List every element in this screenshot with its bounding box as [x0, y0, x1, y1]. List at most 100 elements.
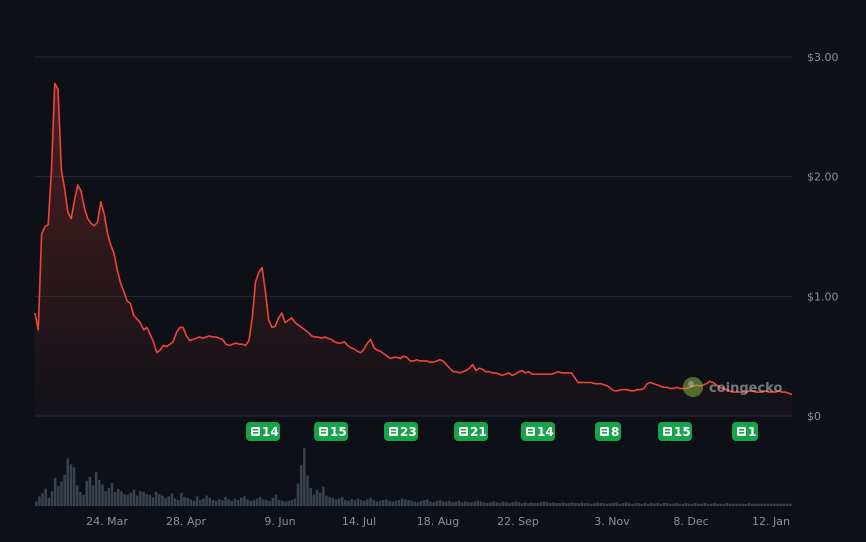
volume-bar: [66, 458, 70, 506]
volume-bar: [378, 500, 382, 506]
volume-bar: [249, 500, 252, 506]
volume-bar: [722, 503, 726, 506]
volume-bar: [113, 491, 117, 506]
volume-bar: [621, 503, 625, 506]
volume-bar: [508, 503, 511, 506]
volume-bar: [132, 489, 136, 506]
volume-bar: [224, 497, 227, 506]
volume-bar: [318, 492, 322, 506]
volume-bar: [419, 500, 423, 506]
volume-bar: [44, 488, 47, 506]
volume-bar: [489, 502, 492, 506]
volume-bar: [385, 499, 388, 506]
volume-bar: [609, 503, 612, 506]
volume-bar: [665, 503, 669, 506]
volume-bar: [375, 501, 379, 506]
volume-bar: [356, 498, 360, 506]
volume-bar: [448, 500, 451, 506]
volume-bar: [757, 503, 760, 506]
volume-bar: [754, 503, 757, 506]
y-tick-label: $3.00: [807, 51, 839, 64]
volume-bar: [230, 500, 234, 506]
event-badge[interactable]: 23: [384, 422, 418, 441]
coingecko-logo-eye-icon: [688, 381, 694, 387]
volume-bar: [643, 503, 647, 506]
volume-bar: [435, 500, 439, 506]
volume-bar: [504, 502, 508, 506]
event-badge-bg: [521, 422, 555, 441]
volume-bar: [678, 503, 681, 506]
event-badge[interactable]: 21: [454, 422, 488, 441]
event-badge[interactable]: 1: [732, 422, 758, 441]
volume-bar: [555, 503, 558, 506]
x-tick-label: 24. Mar: [86, 515, 128, 528]
volume-bar: [460, 502, 464, 506]
volume-bar: [473, 501, 476, 506]
volume-bar: [413, 501, 417, 506]
volume-bar: [691, 503, 694, 506]
volume-bar: [265, 500, 268, 506]
event-badge[interactable]: 8: [595, 422, 621, 441]
volume-bar: [170, 493, 174, 506]
volume-bar: [221, 500, 224, 506]
volume-bar: [624, 502, 628, 506]
coingecko-watermark: coingecko: [683, 377, 782, 397]
volume-bar: [713, 503, 716, 506]
volume-bar: [145, 494, 148, 506]
event-badge-bg: [384, 422, 418, 441]
event-badge[interactable]: 15: [314, 422, 348, 441]
volume-bar: [350, 499, 353, 506]
volume-bar: [706, 503, 710, 506]
volume-bar: [694, 503, 697, 506]
volume-bar: [50, 491, 54, 506]
volume-bar: [773, 503, 776, 506]
volume-bar: [293, 498, 297, 506]
volume-bar: [751, 503, 754, 506]
volume-bar: [520, 503, 524, 506]
volume-bar: [568, 503, 571, 506]
volume-bar: [315, 489, 319, 506]
volume-bar: [299, 465, 303, 506]
x-tick-label: 18. Aug: [417, 515, 459, 528]
volume-bar: [552, 502, 555, 506]
event-badge[interactable]: 14: [246, 422, 280, 441]
event-badge-count: 15: [330, 425, 347, 439]
event-badge[interactable]: 14: [521, 422, 555, 441]
x-tick-label: 3. Nov: [594, 515, 630, 528]
news-icon: [737, 427, 746, 436]
volume-bar: [533, 503, 536, 506]
volume-bar: [738, 503, 741, 506]
event-badge[interactable]: 15: [658, 422, 692, 441]
price-series: [34, 82, 793, 396]
y-tick-label: $0: [807, 410, 821, 423]
volume-bar: [211, 500, 215, 506]
news-icon-line: [391, 432, 396, 434]
volume-bar: [432, 502, 435, 506]
event-badge-count: 15: [674, 425, 691, 439]
volume-bar: [107, 488, 111, 506]
volume-bar: [596, 502, 599, 506]
volume-bar: [151, 497, 155, 506]
volume-bar: [69, 464, 73, 506]
news-icon-line: [739, 432, 744, 434]
volume-bar: [769, 503, 773, 506]
y-tick-label: $1.00: [807, 290, 839, 303]
volume-bar: [63, 474, 66, 506]
volume-bar: [325, 495, 328, 506]
volume-bar: [217, 499, 221, 506]
volume-bar: [167, 496, 170, 506]
volume-bar: [154, 491, 158, 506]
volume-bar: [246, 499, 249, 506]
volume-bar: [277, 500, 281, 506]
volume-bar: [571, 502, 574, 506]
volume-bar: [586, 503, 590, 506]
event-badge-count: 23: [400, 425, 417, 439]
volume-bar: [618, 503, 622, 506]
volume-bar: [760, 503, 763, 506]
volume-bar: [539, 502, 543, 506]
news-icon: [459, 427, 468, 436]
volume-bar: [627, 503, 631, 506]
volume-bar: [60, 481, 63, 506]
volume-bar: [331, 497, 335, 506]
y-axis-labels: $3.00 $2.00 $1.00 $0: [807, 51, 839, 423]
